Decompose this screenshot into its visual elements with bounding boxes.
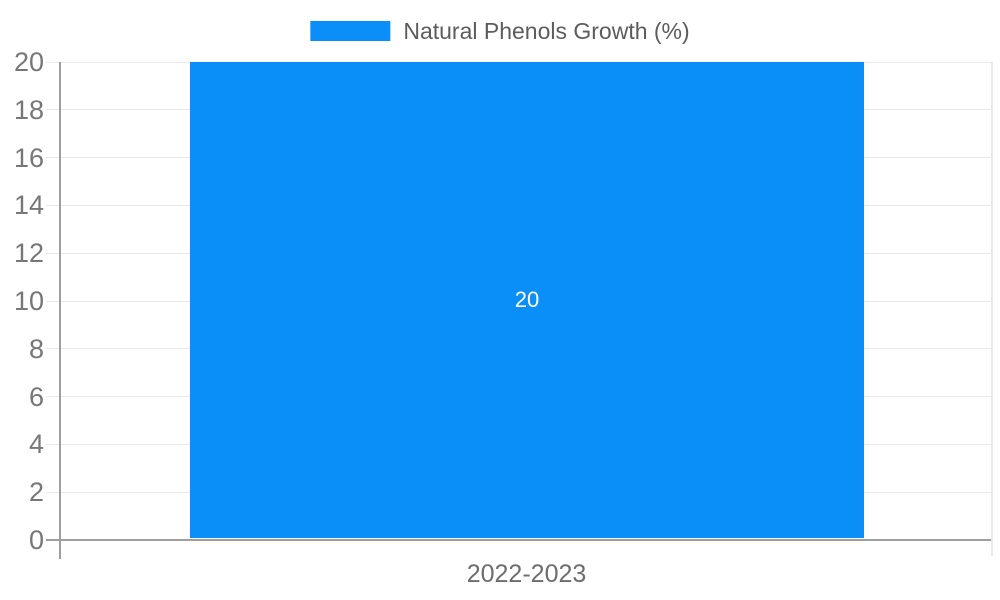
legend-swatch (310, 21, 391, 41)
y-tick-label-6: 6 (28, 382, 44, 412)
y-tick-label-8: 8 (28, 334, 44, 364)
y-tick-label-16: 16 (13, 143, 44, 173)
y-tick-label-2: 2 (28, 477, 44, 507)
y-tick-label-0: 0 (28, 525, 44, 555)
y-tick-label-20: 20 (13, 47, 44, 77)
y-tick-label-4: 4 (28, 429, 44, 459)
y-tick-label-18: 18 (13, 95, 44, 125)
bar-2022-2023: 20 (190, 62, 864, 538)
x-axis-category-label: 2022-2023 (466, 560, 587, 588)
x-axis-baseline (46, 539, 993, 541)
legend-label: Natural Phenols Growth (%) (403, 18, 690, 44)
y-tick-label-12: 12 (13, 238, 44, 268)
y-axis-tick-labels: 0 2 4 6 8 10 12 14 16 18 20 (0, 0, 44, 600)
y-tick-label-14: 14 (13, 190, 44, 220)
y-tick-label-10: 10 (13, 286, 44, 316)
legend: Natural Phenols Growth (%) (310, 18, 690, 44)
bar-value-label: 20 (514, 287, 540, 312)
plot-right-border (991, 62, 993, 556)
y-axis-line (59, 62, 61, 559)
